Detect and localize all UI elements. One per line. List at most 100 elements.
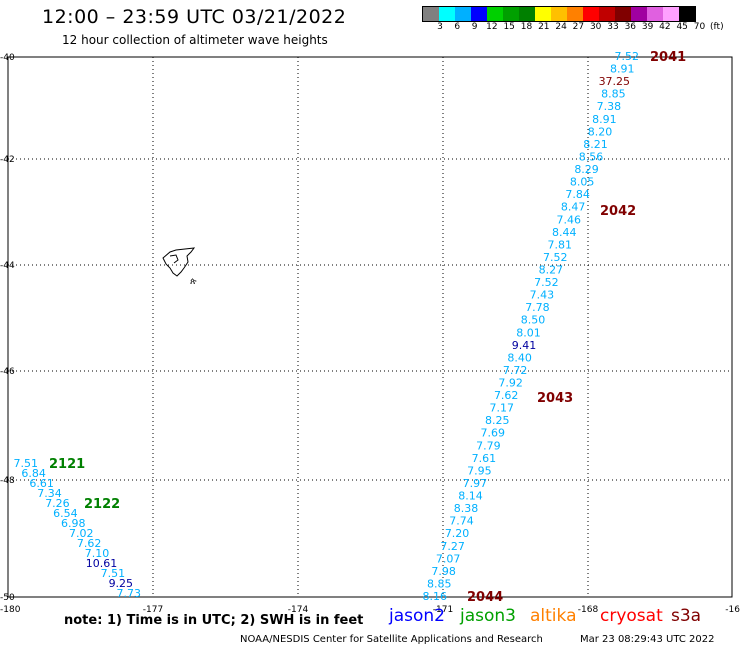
colorbar-swatch [631,7,647,21]
pass-number-label: 2042 [600,204,636,219]
colorbar-label: 21 [538,22,550,32]
map-subtitle: 12 hour collection of altimeter wave hei… [62,33,328,47]
lat-tick-label: -42 [0,155,15,165]
colorbar-label: 30 [589,22,602,32]
wave-height-value: 8.16 [423,590,448,603]
colorbar-swatch [423,7,439,21]
wave-height-value: 8.91 [592,113,617,126]
colorbar-label: 18 [520,22,533,32]
colorbar-swatch [487,7,503,21]
lat-tick-label: -48 [0,476,15,486]
wave-height-value: 7.27 [440,540,465,553]
wave-height-value: 7.43 [530,289,555,302]
pass-number-label: 2043 [537,391,573,406]
wave-height-value: 7.10 [85,547,110,560]
pass-number-label: 2044 [467,590,503,605]
colorbar-label: 12 [486,22,498,32]
colorbar-swatch [471,7,487,21]
colorbar-swatch [519,7,535,21]
wave-height-value: 8.27 [539,263,564,276]
wave-height-value: 8.50 [521,314,546,327]
island-label: ጵ [190,277,197,287]
wave-height-value: 8.44 [552,226,577,239]
colorbar-swatch [439,7,455,21]
wave-height-value: 7.51 [101,567,126,580]
wave-height-value: 37.25 [599,75,631,88]
lon-tick-label: -177 [143,605,163,615]
wave-height-value: 7.84 [565,188,590,201]
wave-height-value: 7.78 [525,301,550,314]
colorbar-label: 15 [503,22,515,32]
wave-height-value: 7.52 [543,251,568,264]
satellite-legend-item: jason3 [460,606,516,626]
colorbar-swatch [647,7,663,21]
island-shape [162,247,196,277]
colorbar-label: 27 [572,22,585,32]
wave-height-value: 7.52 [615,50,640,63]
wave-height-value: 8.25 [485,414,510,427]
colorbar-swatch [615,7,631,21]
colorbar-label: 45 [676,22,688,32]
lon-tick-label: -171 [433,605,453,615]
lat-tick-label: -50 [0,593,15,603]
wave-height-value: 10.61 [86,557,118,570]
wave-height-value: 7.07 [436,552,461,565]
wave-height-value: 8.05 [570,176,595,189]
wave-height-value: 7.92 [498,377,523,390]
wave-height-value: 8.91 [610,63,635,76]
colorbar-swatch [679,7,695,21]
wave-height-value: 8.56 [579,150,604,163]
wave-height-value: 7.95 [467,464,492,477]
wave-height-value: 7.81 [548,238,573,251]
lon-tick-label: -168 [578,605,599,615]
colorbar-swatch [567,7,583,21]
wave-height-value: 6.98 [61,517,86,530]
pass-number-label: 2041 [650,50,686,65]
wave-height-value: 8.38 [454,502,479,515]
colorbar-label: (ft) [710,22,724,32]
gridlines [8,57,732,597]
wave-height-value: 7.74 [449,515,474,528]
wave-height-value: 6.61 [29,477,54,490]
wave-height-value: 9.25 [109,577,134,590]
colorbar-swatch [535,7,551,21]
satellite-legend-item: altika [530,606,577,626]
colorbar-label: 36 [624,22,637,32]
track-a: 7.528.9137.258.857.388.918.208.218.568.2… [423,50,640,603]
colorbar-swatch [599,7,615,21]
lat-tick-label: -40 [0,53,15,63]
wave-height-value: 7.62 [494,389,519,402]
wave-height-value: 7.97 [463,477,488,490]
wave-height-value: 7.38 [597,100,622,113]
wave-height-value: 7.46 [556,213,581,226]
wave-height-value: 9.41 [512,339,537,352]
island-shape-inner [169,254,179,264]
footer-timestamp: Mar 23 08:29:43 UTC 2022 [580,634,715,645]
satellite-legend-item: cryosat [600,606,663,626]
pass-number-label: 2122 [84,497,120,512]
colorbar-label: 33 [607,22,619,32]
wave-height-value: 8.29 [574,163,599,176]
wave-height-value: 8.01 [516,326,541,339]
wave-height-value: 7.62 [77,537,102,550]
satellite-legend-item: s3a [671,606,702,626]
wave-height-value: 7.79 [476,439,501,452]
wave-height-value: 7.02 [69,527,94,540]
colorbar-swatch [503,7,519,21]
wave-height-value: 6.54 [53,507,78,520]
axis-tick-labels: -40 -42 -44 -46 -48 -50 -180 -177 -174 -171 -168 -1… [0,53,740,615]
colorbar-label: 6 [454,22,461,32]
wave-height-value: 8.21 [583,138,608,151]
colorbar-swatch [583,7,599,21]
colorbar-label: 9 [471,22,478,32]
wave-height-value: 6.84 [21,467,46,480]
wave-height-value: 7.69 [481,427,506,440]
colorbar-label: 3 [437,22,443,32]
lat-tick-label: -44 [0,261,15,271]
colorbar [422,6,696,22]
colorbar-label: 42 [659,22,671,32]
wave-height-value: 7.61 [472,452,497,465]
colorbar-label: 24 [555,22,567,32]
wave-height-value: 7.73 [117,587,142,600]
